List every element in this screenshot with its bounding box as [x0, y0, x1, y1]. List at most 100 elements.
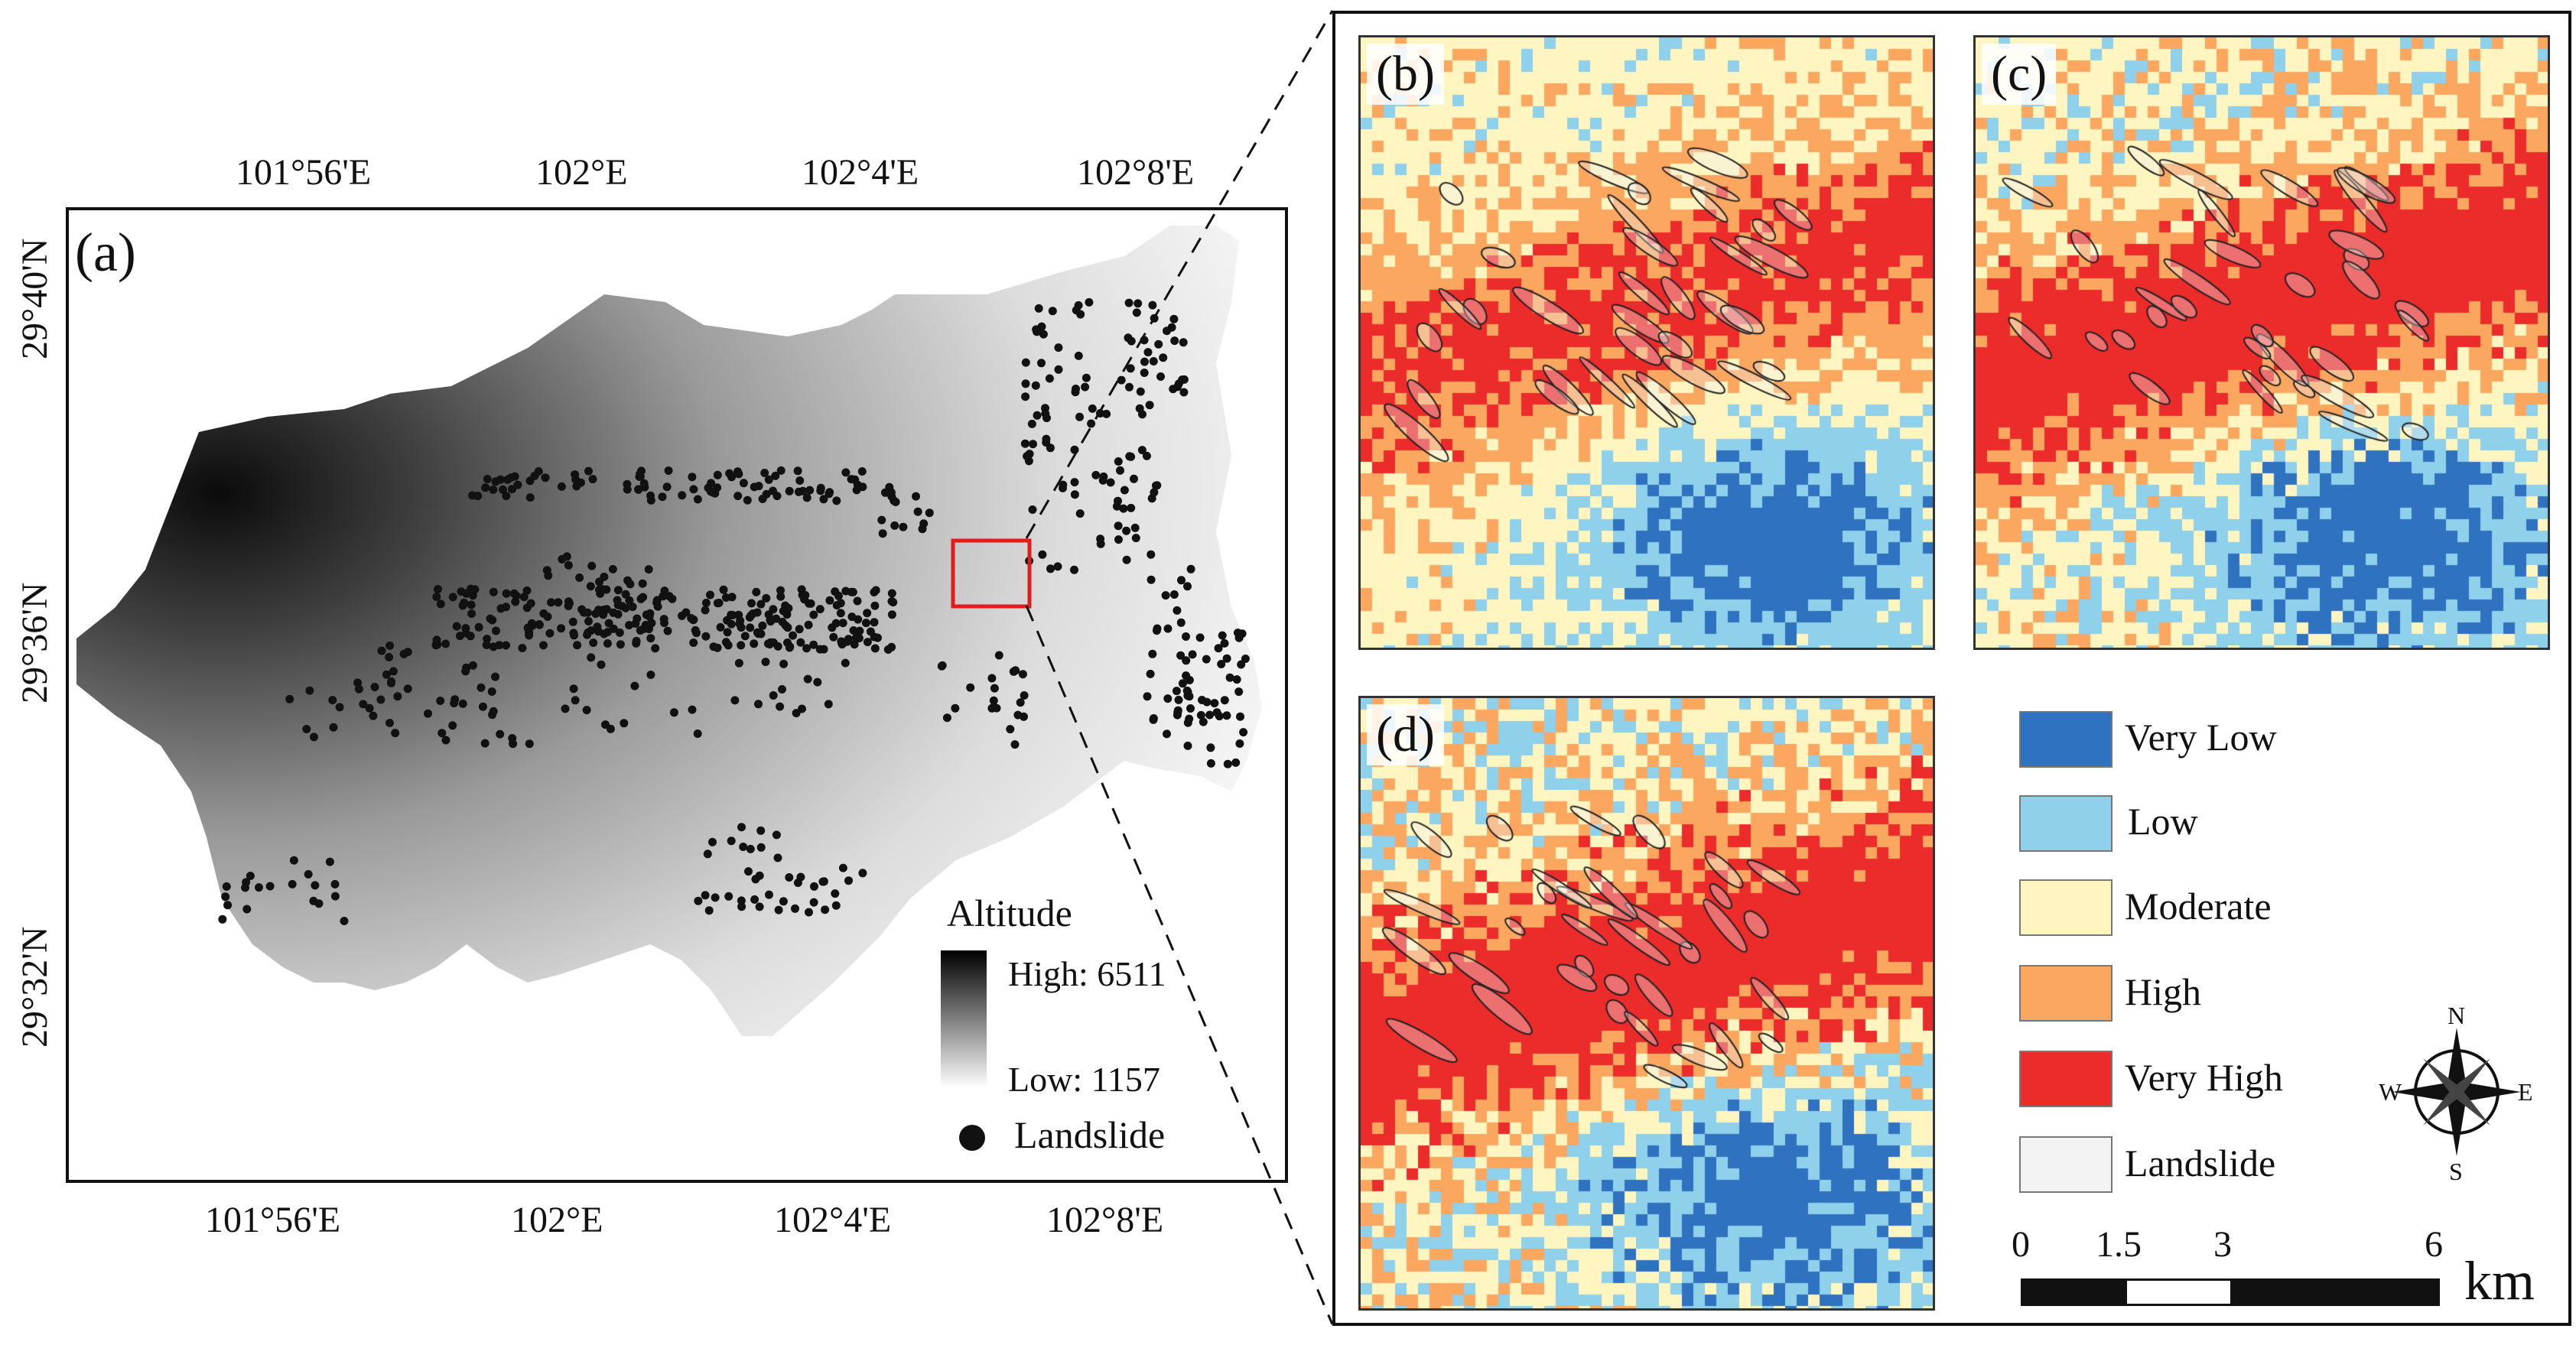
landslide-point — [1116, 466, 1124, 475]
landslide-point — [891, 498, 900, 506]
landslide-point — [353, 678, 363, 687]
landslide-point — [1176, 618, 1186, 627]
landslide-point — [1021, 379, 1030, 388]
landslide-point — [1163, 327, 1171, 336]
landslide-point — [1054, 365, 1063, 374]
landslide-point — [1147, 575, 1156, 584]
landslide-point — [385, 719, 394, 727]
landslide-point — [1161, 591, 1170, 600]
landslide-point — [783, 623, 792, 632]
landslide-point — [793, 466, 802, 476]
lat-tick-3: 29°32'N — [15, 926, 55, 1048]
landslide-point — [701, 891, 710, 900]
landslide-point — [913, 507, 922, 516]
landslide-point — [1176, 651, 1186, 660]
landslide-point — [1045, 374, 1054, 383]
landslide-point — [1033, 411, 1042, 420]
landslide-point — [241, 883, 250, 892]
landslide-point — [506, 473, 516, 482]
landslide-point — [870, 644, 880, 653]
landslide-point — [737, 896, 746, 905]
landslide-point — [1134, 299, 1143, 308]
landslide-point — [796, 638, 805, 647]
legend-label-high: High — [2125, 970, 2201, 1013]
landslide-point — [1011, 666, 1020, 675]
landslide-point — [734, 610, 743, 619]
landslide-point — [727, 610, 736, 619]
landslide-point — [564, 602, 573, 610]
landslide-point — [1037, 359, 1046, 368]
landslide-point — [382, 670, 391, 679]
landslide-point — [1132, 308, 1141, 317]
landslide-point — [582, 706, 591, 715]
landslide-point — [525, 493, 535, 502]
landslide-point — [285, 694, 294, 703]
landslide-point — [821, 905, 830, 915]
landslide-point — [669, 708, 678, 717]
landslide-point — [1183, 741, 1192, 750]
landslide-point — [1177, 576, 1186, 585]
landslide-point — [809, 610, 818, 619]
landslide-point — [887, 610, 896, 619]
landslide-point — [1130, 523, 1140, 532]
lon-tick-bottom-4: 102°8'E — [1046, 1200, 1164, 1240]
landslide-point — [547, 598, 556, 607]
landslide-point — [692, 629, 701, 638]
landslide-point — [625, 596, 634, 605]
landslide-point — [304, 869, 313, 879]
landslide-point — [1234, 687, 1244, 697]
landslide-point — [1136, 387, 1145, 396]
landslide-point — [819, 877, 828, 886]
landslide-point — [432, 593, 441, 601]
landslide-point — [359, 700, 368, 709]
landslide-point — [750, 895, 759, 904]
landslide-point — [525, 739, 534, 749]
landslide-point — [389, 667, 398, 676]
panel-label-c: (c) — [1982, 44, 2057, 105]
landslide-point — [1169, 314, 1179, 323]
landslide-point — [399, 649, 408, 658]
landslide-point — [1153, 481, 1162, 490]
landslide-point — [530, 471, 539, 480]
landslide-point — [625, 621, 633, 630]
landslide-point — [701, 606, 710, 615]
landslide-point — [664, 466, 673, 475]
landslide-point — [857, 467, 867, 476]
landslide-point — [1046, 443, 1055, 453]
landslide-point — [689, 485, 698, 494]
landslide-point — [841, 658, 850, 668]
landslide-point — [1183, 582, 1192, 591]
landslide-point — [518, 644, 527, 652]
landslide-point — [489, 485, 498, 494]
landslide-point — [638, 579, 647, 588]
landslide-point — [701, 599, 711, 607]
scale-tick-0: 0 — [2012, 1224, 2030, 1265]
landslide-point — [385, 653, 394, 661]
landslide-point — [925, 508, 934, 518]
landslide-point — [863, 609, 872, 618]
landslide-point — [737, 623, 746, 632]
panel-label-b: (b) — [1367, 44, 1444, 105]
landslide-point — [561, 704, 570, 713]
landslide-point — [810, 882, 818, 891]
landslide-point — [678, 491, 687, 500]
landslide-point — [1169, 590, 1179, 599]
landslide-point — [1099, 472, 1108, 481]
landslide-point — [434, 585, 442, 593]
landslide-point — [570, 631, 578, 640]
landslide-point — [858, 869, 867, 878]
landslide-point — [1196, 710, 1205, 720]
landslide-point — [616, 640, 625, 649]
landslide-point — [646, 609, 655, 618]
landslide-point — [519, 593, 529, 602]
scale-tick-6: 6 — [2425, 1224, 2443, 1265]
landslide-point — [604, 619, 613, 628]
landslide-point — [1210, 699, 1219, 708]
landslide-point — [609, 624, 618, 633]
landslide-point — [1232, 675, 1241, 684]
landslide-point — [481, 483, 490, 492]
panel-label-a: (a) — [75, 222, 136, 283]
landslide-point — [1223, 759, 1232, 768]
landslide-point — [785, 486, 794, 495]
landslide-point — [310, 733, 318, 742]
